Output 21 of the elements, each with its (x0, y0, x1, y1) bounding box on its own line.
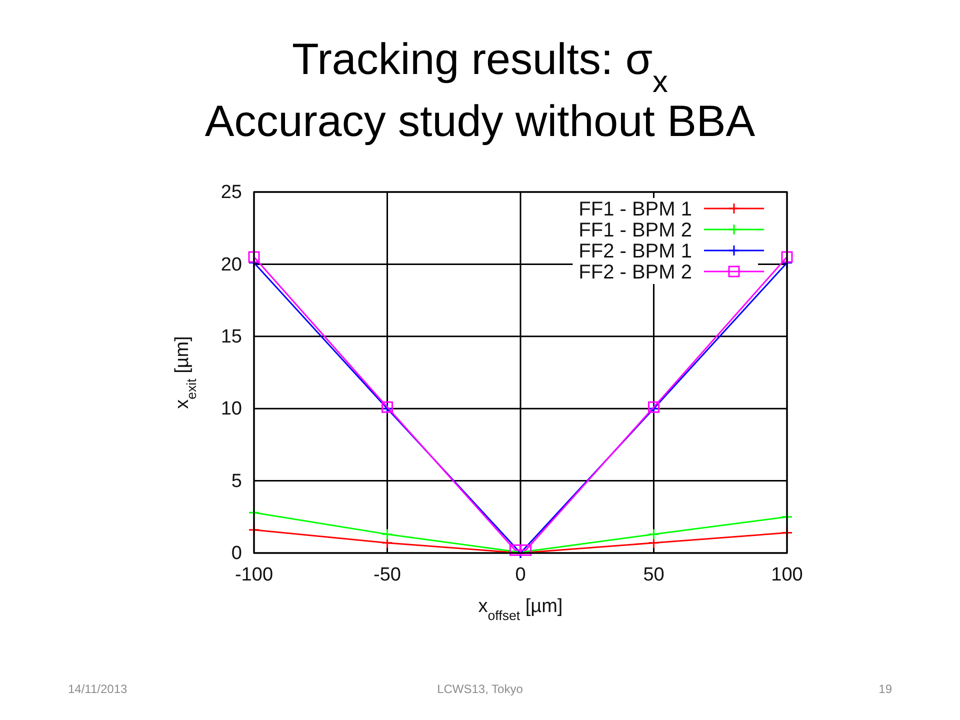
x-axis-title: x$_{offset}$ [µm] (478, 596, 563, 622)
text: 19 (878, 682, 892, 696)
x-tick-label: 50 (643, 564, 664, 586)
legend-label: FF1 - BPM 1 (578, 198, 692, 220)
legend-label: FF2 - BPM 1 (578, 240, 692, 262)
chart-subtitle: Accuracy study without BBA (204, 97, 756, 146)
y-tick-label: 0 (231, 543, 242, 564)
text: 14/11/2013 (68, 682, 128, 696)
x-tick-label: 0 (515, 564, 526, 586)
y-tick-label: 25 (220, 182, 242, 204)
text: LCWS13, Tokyo (437, 682, 524, 696)
legend-label: FF1 - BPM 2 (578, 220, 692, 242)
y-tick-label: 10 (220, 398, 242, 420)
legend-label: FF2 - BPM 2 (578, 262, 692, 284)
x-tick-label: 100 (771, 564, 803, 586)
chart-title: Tracking results: σ$_{x}$ (292, 35, 669, 98)
y-tick-label: 20 (220, 254, 242, 276)
x-tick-label: -50 (374, 564, 401, 586)
y-tick-label: 15 (220, 326, 242, 348)
x-tick-label: -100 (234, 564, 274, 586)
y-tick-label: 5 (231, 470, 242, 492)
